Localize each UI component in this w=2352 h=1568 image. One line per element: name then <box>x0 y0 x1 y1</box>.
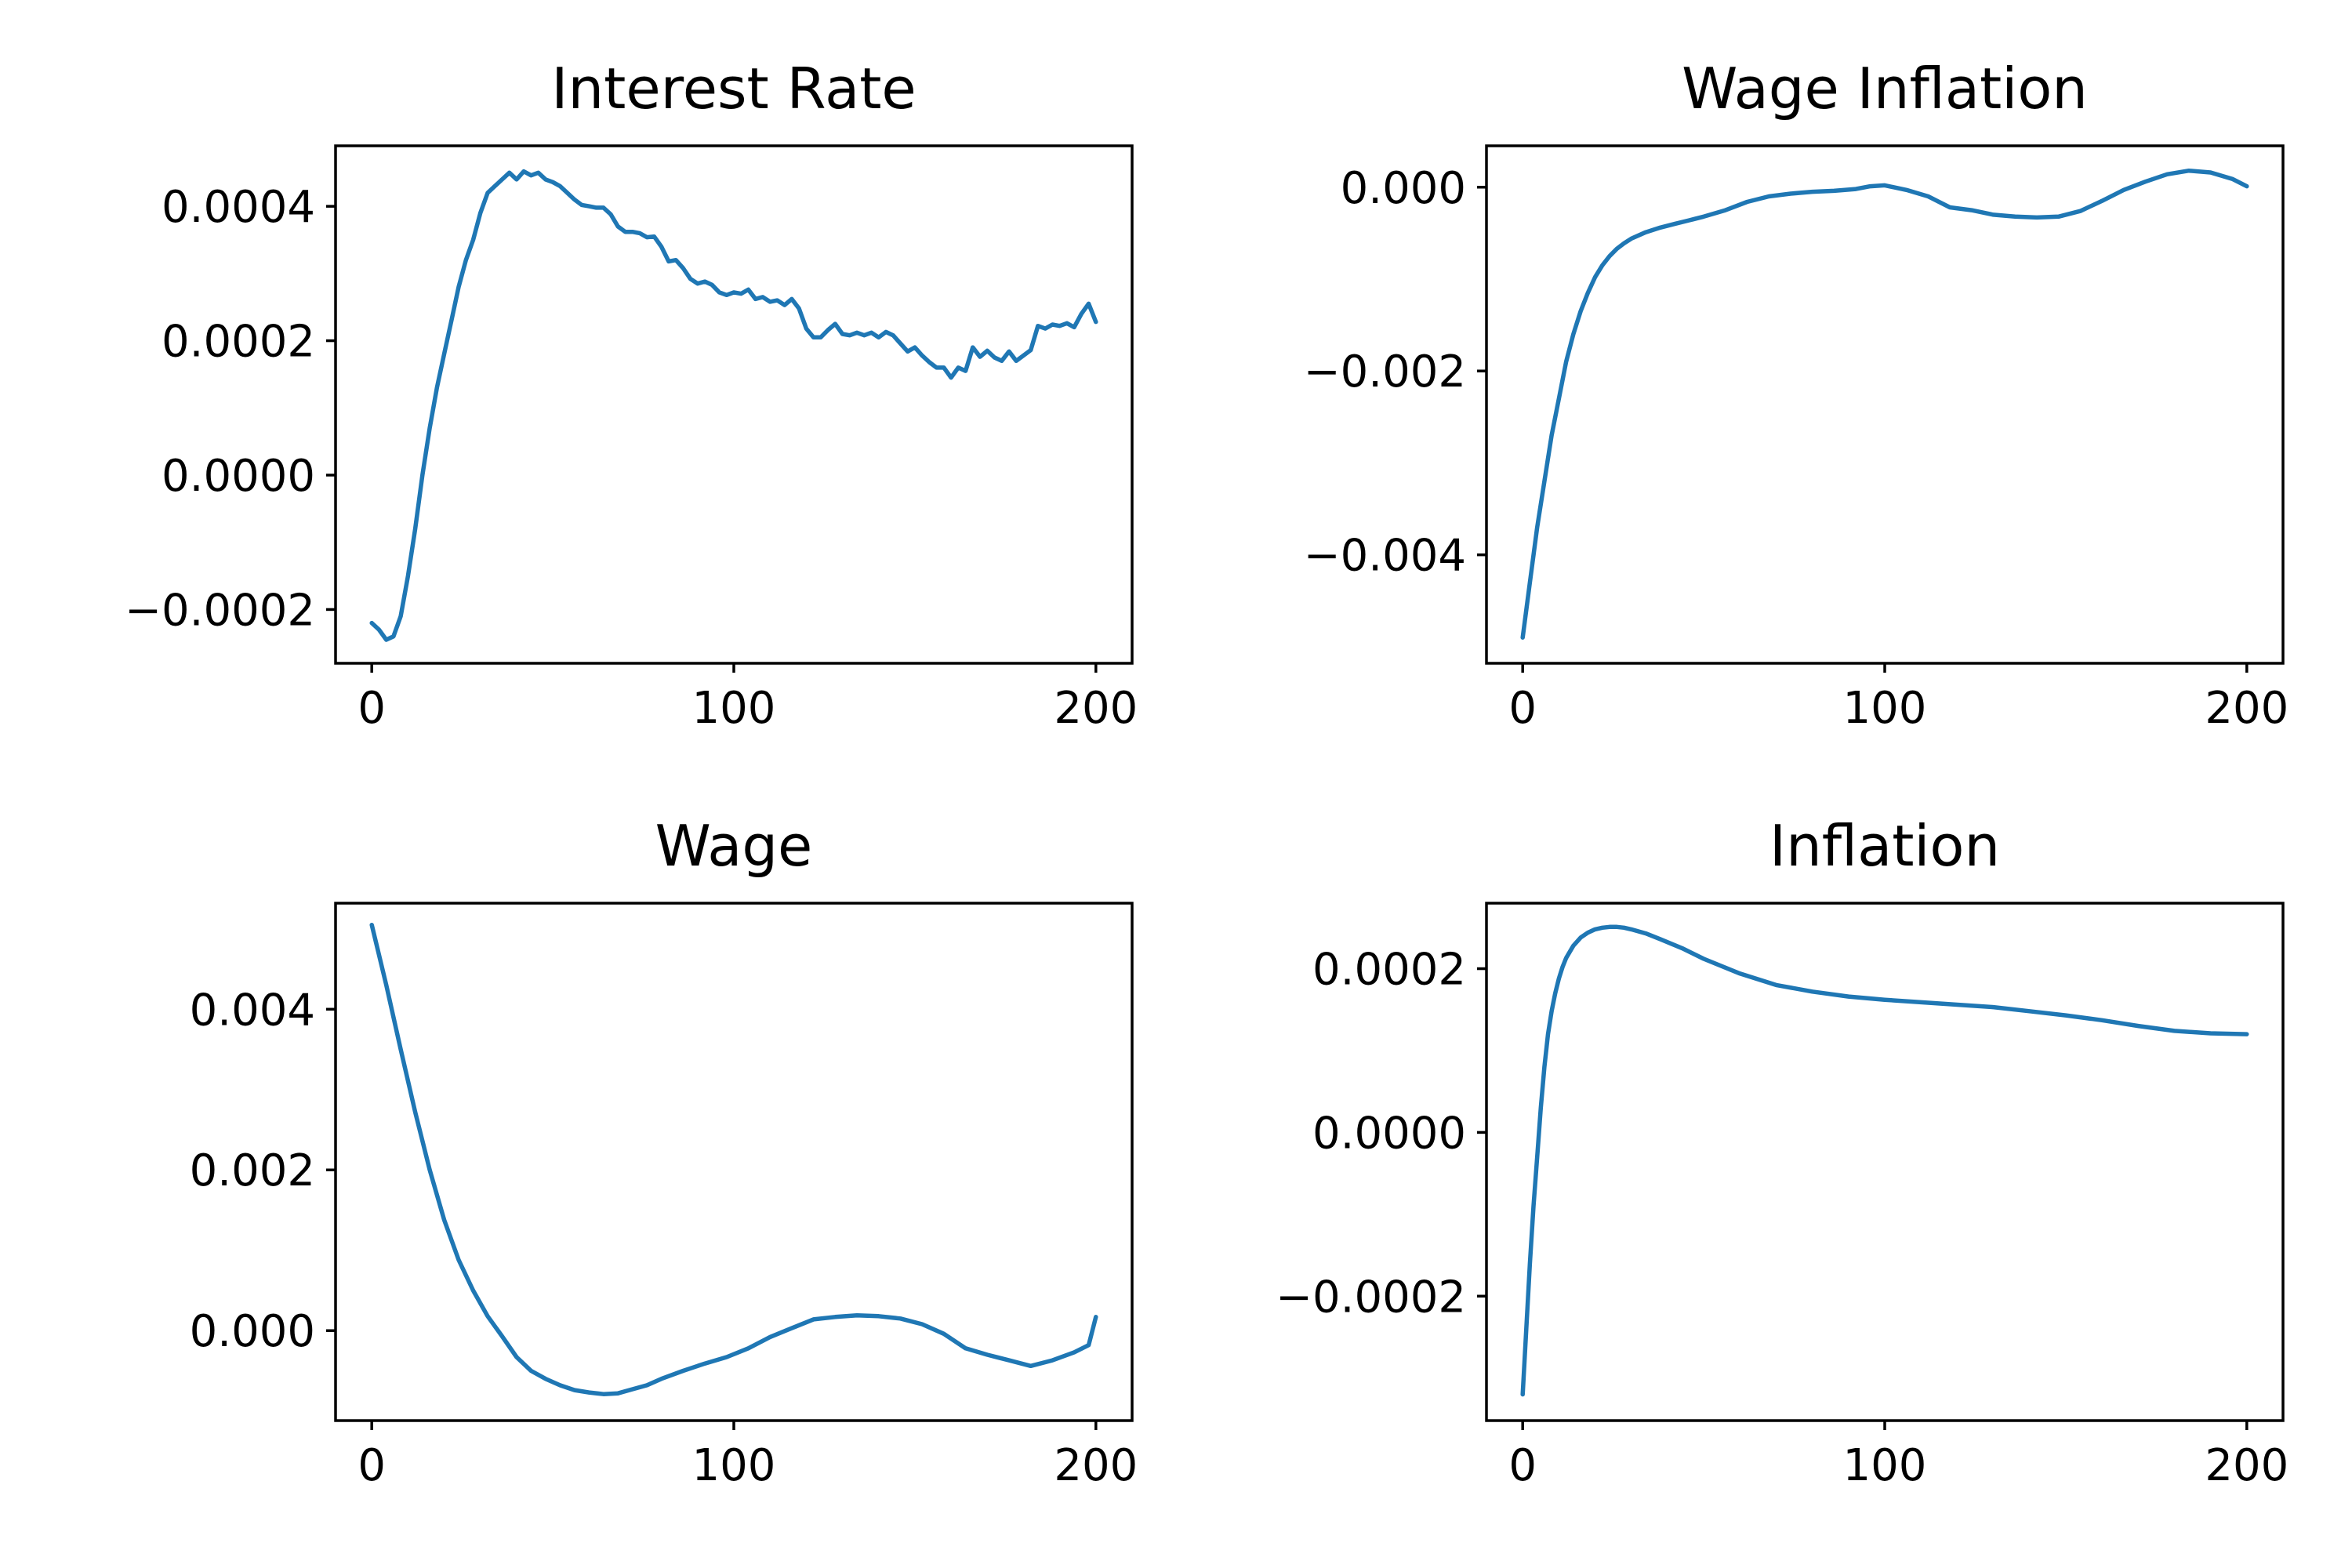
series-line-interest-rate-0 <box>369 169 1098 642</box>
x-tick-label-wage-inflation-2: 200 <box>2205 683 2288 734</box>
y-tick-label-wage-inflation-1: −0.002 <box>1304 347 1466 397</box>
y-tick-label-wage-0: 0.000 <box>190 1306 315 1357</box>
y-tick-label-interest-rate-0: −0.0002 <box>125 585 315 636</box>
x-tick-label-inflation-2: 200 <box>2205 1440 2288 1491</box>
y-tick-label-interest-rate-1: 0.0000 <box>162 451 315 502</box>
panel-inflation: Inflation 0 100 200 −0.0002 0.0000 0.0002 <box>1276 813 2288 1491</box>
y-tick-label-inflation-0: −0.0002 <box>1276 1272 1466 1323</box>
x-tick-label-interest-rate-2: 200 <box>1054 683 1138 734</box>
x-tick-label-inflation-0: 0 <box>1508 1440 1537 1491</box>
panel-interest-rate: Interest Rate 0 100 200 −0.0002 0.0000 0.0002… <box>125 56 1138 734</box>
series-line-inflation-0 <box>1520 924 2249 1397</box>
panel-title-wage: Wage <box>655 813 813 879</box>
y-tick-label-inflation-1: 0.0000 <box>1312 1108 1466 1159</box>
y-tick-label-wage-inflation-0: −0.004 <box>1304 531 1466 582</box>
panel-wage-inflation: Wage Inflation 0 100 200 −0.004 −0.002 0.000 <box>1304 56 2289 734</box>
x-tick-label-inflation-1: 100 <box>1843 1440 1927 1491</box>
x-tick-label-interest-rate-0: 0 <box>358 683 386 734</box>
y-tick-label-wage-1: 0.002 <box>190 1145 315 1196</box>
panel-title-inflation: Inflation <box>1769 813 2000 879</box>
y-tick-label-wage-inflation-2: 0.000 <box>1341 163 1466 214</box>
y-tick-label-inflation-2: 0.0002 <box>1312 945 1466 996</box>
y-tick-label-interest-rate-2: 0.0002 <box>162 317 315 368</box>
panel-title-interest-rate: Interest Rate <box>551 56 916 122</box>
x-tick-label-wage-inflation-0: 0 <box>1508 683 1537 734</box>
series-line-wage-inflation-0 <box>1520 168 2249 640</box>
y-tick-label-wage-2: 0.004 <box>190 985 315 1036</box>
panel-wage: Wage 0 100 200 0.000 0.002 0.004 <box>190 813 1138 1491</box>
series-line-wage-0 <box>369 922 1098 1396</box>
x-tick-label-wage-1: 100 <box>692 1440 776 1491</box>
x-tick-label-wage-2: 200 <box>1054 1440 1138 1491</box>
x-tick-label-wage-0: 0 <box>358 1440 386 1491</box>
panel-title-wage-inflation: Wage Inflation <box>1682 56 2088 122</box>
x-tick-label-interest-rate-1: 100 <box>692 683 776 734</box>
x-tick-label-wage-inflation-1: 100 <box>1843 683 1927 734</box>
y-tick-label-interest-rate-3: 0.0004 <box>162 182 315 233</box>
